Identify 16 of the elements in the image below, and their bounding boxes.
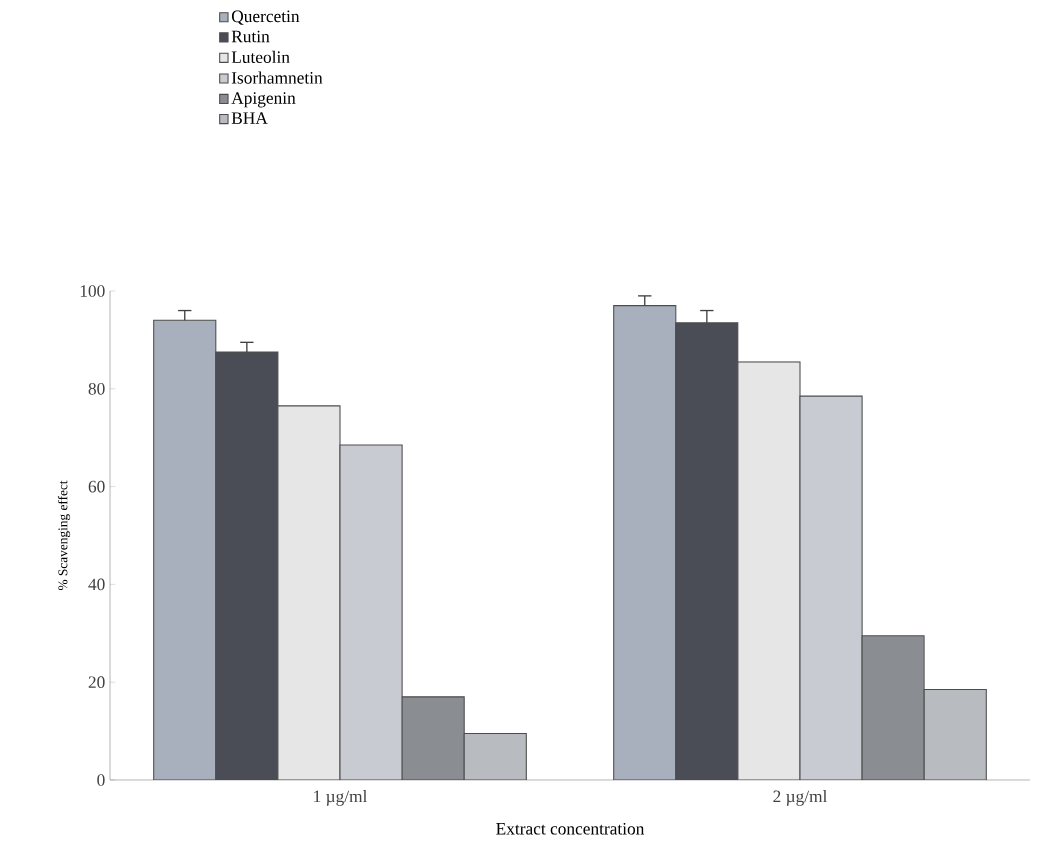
y-tick-label: 0	[97, 774, 105, 786]
legend-label: BHA	[231, 112, 268, 124]
legend-label: Rutin	[231, 30, 270, 43]
legend-label: Apigenin	[231, 92, 296, 108]
x-tick-label: 2 µg/ml	[773, 790, 828, 806]
legend-label: Luteolin	[231, 50, 290, 63]
y-tick-label: 20	[88, 676, 105, 689]
y-tick-label: 40	[88, 578, 105, 591]
y-tick-label: 100	[80, 285, 105, 297]
y-tick-label: 80	[88, 382, 105, 395]
legend-label: Isorhamnetin	[231, 71, 323, 84]
y-axis-title: % Scavenging effect	[57, 480, 71, 591]
x-axis-title: Extract concentration	[496, 822, 645, 835]
x-tick-label: 1 µg/ml	[314, 790, 368, 806]
legend-label: Quercetin	[231, 10, 300, 25]
y-tick-label: 60	[88, 480, 105, 493]
